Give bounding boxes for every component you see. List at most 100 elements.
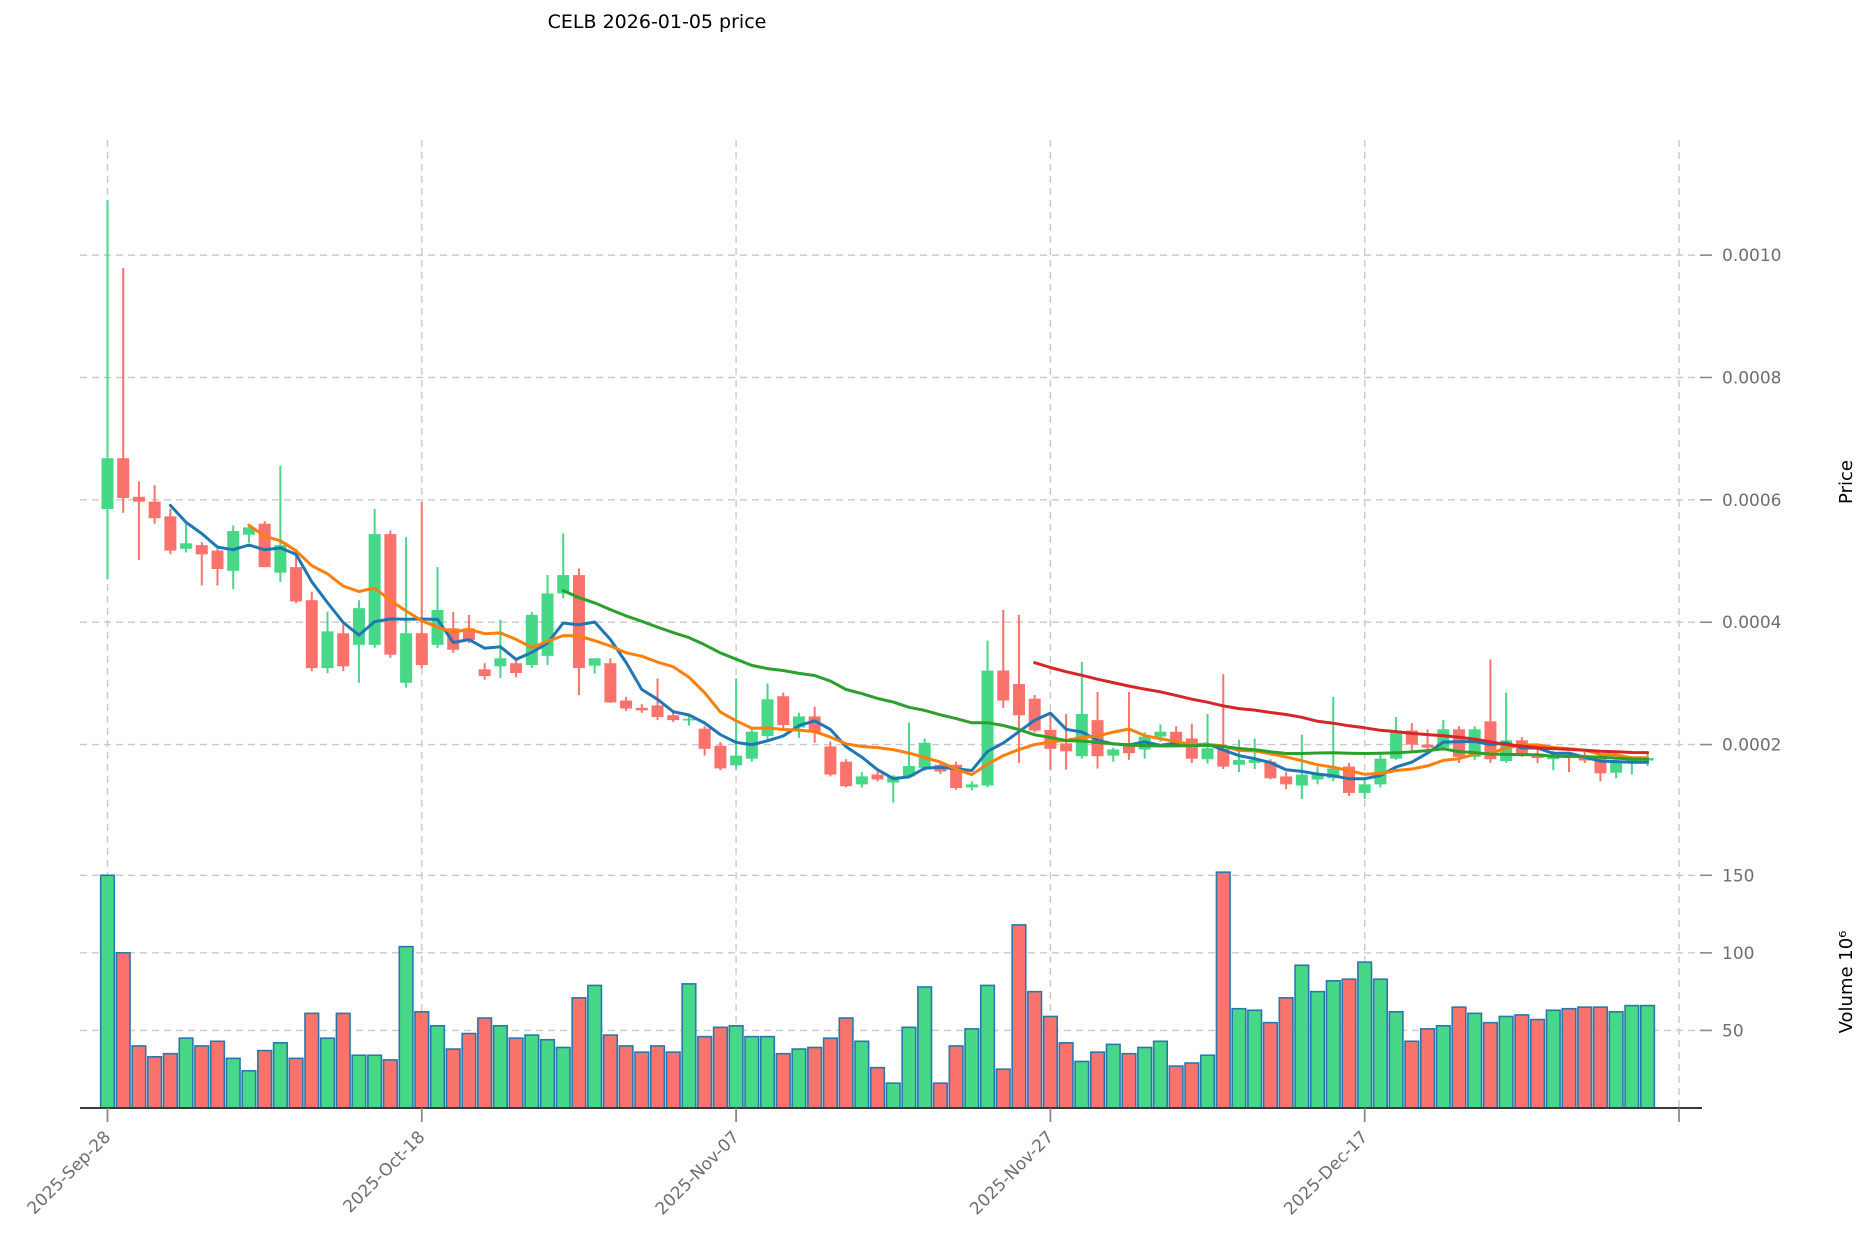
candle-body [682, 718, 695, 721]
sma-60-line [1033, 661, 1650, 755]
volume-bar [131, 1045, 147, 1109]
volume-bar [1639, 1004, 1656, 1109]
candle-body [965, 784, 978, 788]
volume-bar [995, 1068, 1011, 1109]
candle-body [604, 663, 617, 703]
volume-bar [1105, 1043, 1121, 1109]
volume-bar [917, 986, 933, 1109]
candle-body [588, 658, 601, 666]
volume-bar [115, 952, 131, 1109]
volume-bar [587, 984, 603, 1109]
gridlines [80, 140, 1702, 1108]
candle-body [1358, 784, 1371, 793]
volume-bar [1372, 978, 1389, 1109]
candle-body [478, 669, 491, 677]
candle-body [1421, 744, 1434, 748]
candle-body [1295, 774, 1308, 786]
candle-body [415, 633, 428, 666]
candle-body [290, 567, 303, 602]
candle-body [195, 545, 208, 555]
candle-body [620, 700, 633, 709]
candle-body [698, 728, 711, 749]
volume-bar [382, 1059, 398, 1109]
volume-bar [1074, 1060, 1090, 1109]
candle-body [1327, 768, 1340, 779]
volume-bar [539, 1038, 556, 1109]
volume-bar [1168, 1065, 1184, 1109]
candle-body [384, 534, 397, 655]
candle-body [1075, 713, 1088, 757]
sma-30-line [561, 589, 1650, 761]
candle-body [462, 628, 475, 640]
volume-bar [1294, 964, 1310, 1109]
moving-average-lines [168, 503, 1650, 781]
candle-body [667, 715, 680, 721]
candlestick-series [101, 200, 1654, 803]
date-tick-label: 2025-Nov-27 [966, 1127, 1058, 1219]
volume-tick-label: 50 [1722, 1021, 1744, 1041]
volume-bar [1624, 1004, 1640, 1109]
volume-bar [1262, 1021, 1279, 1109]
candle-body [1374, 758, 1387, 785]
volume-bar [854, 1040, 870, 1109]
volume-bar [1152, 1040, 1169, 1109]
volume-bar [461, 1032, 477, 1109]
volume-bar [885, 1082, 901, 1109]
volume-bar [1388, 1011, 1404, 1109]
volume-bar [288, 1057, 304, 1109]
volume-bar [1467, 1012, 1483, 1109]
volume-bar [225, 1057, 241, 1109]
candle-body [1185, 738, 1198, 759]
volume-bar [351, 1054, 367, 1109]
candle-body [1217, 748, 1230, 767]
candle-body [148, 501, 161, 519]
volume-bar [1137, 1046, 1153, 1109]
volume-bar [964, 1028, 980, 1109]
candle-body [1044, 729, 1057, 749]
volume-bar [1341, 978, 1357, 1109]
volume-bar [1011, 924, 1027, 1109]
volume-bar [335, 1012, 351, 1109]
volume-bar [869, 1066, 886, 1109]
volume-bar [791, 1048, 807, 1109]
volume-bar [162, 1052, 178, 1109]
volume-bar [1404, 1040, 1420, 1109]
price-tick-label: 0.0006 [1722, 491, 1781, 511]
volume-bar [1184, 1062, 1200, 1109]
candle-body [777, 696, 790, 726]
volume-bar [1451, 1006, 1467, 1109]
candle-body [918, 742, 931, 768]
volume-bar [414, 1011, 430, 1109]
volume-bar [1058, 1042, 1074, 1109]
candle-body [321, 631, 334, 669]
candle-body [871, 774, 884, 780]
candle-body [997, 670, 1010, 701]
price-tick-label: 0.0008 [1722, 368, 1781, 388]
volume-bar [524, 1034, 540, 1109]
candle-body [761, 699, 774, 737]
candle-body [117, 458, 130, 499]
candle-body [211, 550, 224, 569]
volume-bar [1215, 871, 1231, 1109]
price-tick-label: 0.0002 [1722, 736, 1781, 756]
volume-bar [571, 997, 587, 1109]
volume-bar [272, 1042, 288, 1109]
volume-tick-label: 100 [1722, 944, 1754, 964]
candle-body [258, 523, 271, 568]
candle-body [1610, 760, 1623, 773]
volume-bar [1027, 990, 1043, 1109]
volume-bar [1325, 979, 1341, 1109]
candle-body [1060, 743, 1073, 752]
candle-body [1091, 720, 1104, 757]
candle-body [730, 755, 743, 766]
volume-bar [838, 1017, 854, 1109]
volume-bar [319, 1037, 336, 1109]
volume-bar [1498, 1015, 1514, 1109]
candle-body [1012, 684, 1025, 716]
candle-body [714, 745, 727, 769]
volume-bar [1309, 990, 1326, 1109]
volume-bar [241, 1069, 257, 1109]
volume-bar [948, 1045, 964, 1109]
candle-body [242, 527, 255, 535]
